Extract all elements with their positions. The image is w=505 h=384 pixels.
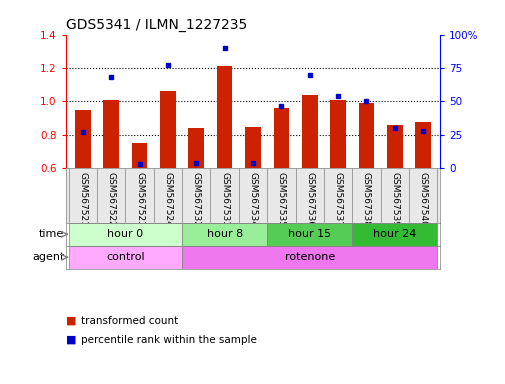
Bar — [103, 100, 119, 169]
Bar — [75, 110, 90, 169]
Bar — [217, 66, 232, 169]
Bar — [182, 223, 267, 246]
Text: agent: agent — [32, 252, 64, 262]
Text: control: control — [106, 252, 144, 262]
Text: GSM567537: GSM567537 — [333, 172, 342, 227]
Bar — [182, 246, 436, 269]
Bar — [245, 127, 260, 169]
Text: GSM567533: GSM567533 — [220, 172, 229, 227]
Text: GSM567540: GSM567540 — [418, 172, 427, 227]
Text: ■: ■ — [66, 316, 76, 326]
Text: GSM567532: GSM567532 — [191, 172, 200, 227]
Bar — [273, 108, 288, 169]
Bar — [131, 143, 147, 169]
Bar — [160, 91, 175, 169]
Text: percentile rank within the sample: percentile rank within the sample — [81, 335, 257, 345]
Text: time: time — [39, 229, 64, 239]
Text: hour 8: hour 8 — [206, 229, 242, 239]
Bar — [301, 95, 317, 169]
Text: GSM567521: GSM567521 — [78, 172, 87, 227]
Bar — [188, 128, 204, 169]
Text: GSM567523: GSM567523 — [135, 172, 144, 227]
Text: GSM567536: GSM567536 — [305, 172, 314, 227]
Text: ■: ■ — [66, 335, 76, 345]
Text: GSM567538: GSM567538 — [361, 172, 370, 227]
Bar — [69, 246, 182, 269]
Text: GSM567534: GSM567534 — [248, 172, 257, 227]
Text: GDS5341 / ILMN_1227235: GDS5341 / ILMN_1227235 — [66, 18, 246, 32]
Text: GSM567535: GSM567535 — [276, 172, 285, 227]
Text: transformed count: transformed count — [81, 316, 178, 326]
Bar — [351, 223, 436, 246]
Bar — [358, 103, 374, 169]
Text: hour 0: hour 0 — [107, 229, 143, 239]
Text: GSM567539: GSM567539 — [389, 172, 398, 227]
Bar — [267, 223, 351, 246]
Bar — [69, 223, 182, 246]
Bar — [415, 122, 430, 169]
Text: hour 24: hour 24 — [372, 229, 416, 239]
Text: hour 15: hour 15 — [288, 229, 331, 239]
Bar — [330, 100, 345, 169]
Text: rotenone: rotenone — [284, 252, 334, 262]
Text: GSM567524: GSM567524 — [163, 172, 172, 227]
Text: GSM567522: GSM567522 — [107, 172, 116, 227]
Bar — [386, 125, 402, 169]
